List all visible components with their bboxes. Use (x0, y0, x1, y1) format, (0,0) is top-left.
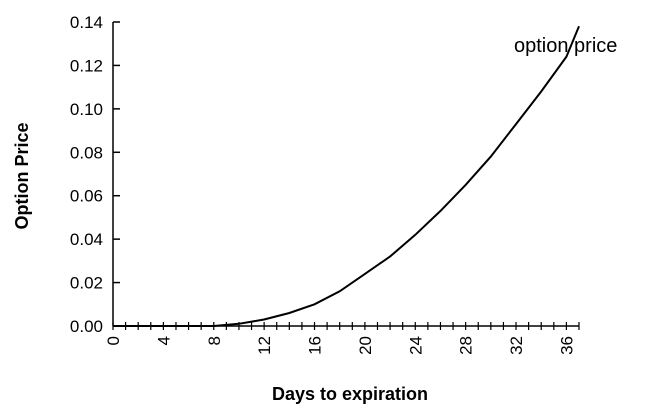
y-tick-label: 0.02 (70, 274, 103, 293)
y-tick-label: 0.06 (70, 187, 103, 206)
x-tick-label: 36 (557, 336, 576, 355)
x-tick-label: 4 (154, 336, 173, 345)
x-tick-label: 0 (104, 336, 123, 345)
x-axis-title: Days to expiration (272, 384, 428, 404)
option-price-series-line (113, 25, 580, 327)
y-tick-label: 0.10 (70, 100, 103, 119)
x-tick-label: 32 (507, 336, 526, 355)
y-tick-label: 0.14 (70, 13, 103, 32)
y-tick-label: 0.12 (70, 56, 103, 75)
y-axis-title: Option Price (12, 122, 32, 229)
x-tick-label: 28 (457, 336, 476, 355)
x-tick-label: 12 (255, 336, 274, 355)
x-tick-label: 16 (306, 336, 325, 355)
y-tick-label: 0.04 (70, 230, 103, 249)
y-axis-ticks: 0.00 0.02 0.04 0.06 0.08 0.10 0.12 0.14 (70, 13, 120, 336)
y-tick-label: 0.08 (70, 143, 103, 162)
y-tick-label: 0.00 (70, 317, 103, 336)
x-tick-label: 20 (356, 336, 375, 355)
x-tick-label: 8 (205, 336, 224, 345)
x-tick-label: 24 (406, 336, 425, 355)
series-label-option-price: option price (514, 35, 617, 57)
